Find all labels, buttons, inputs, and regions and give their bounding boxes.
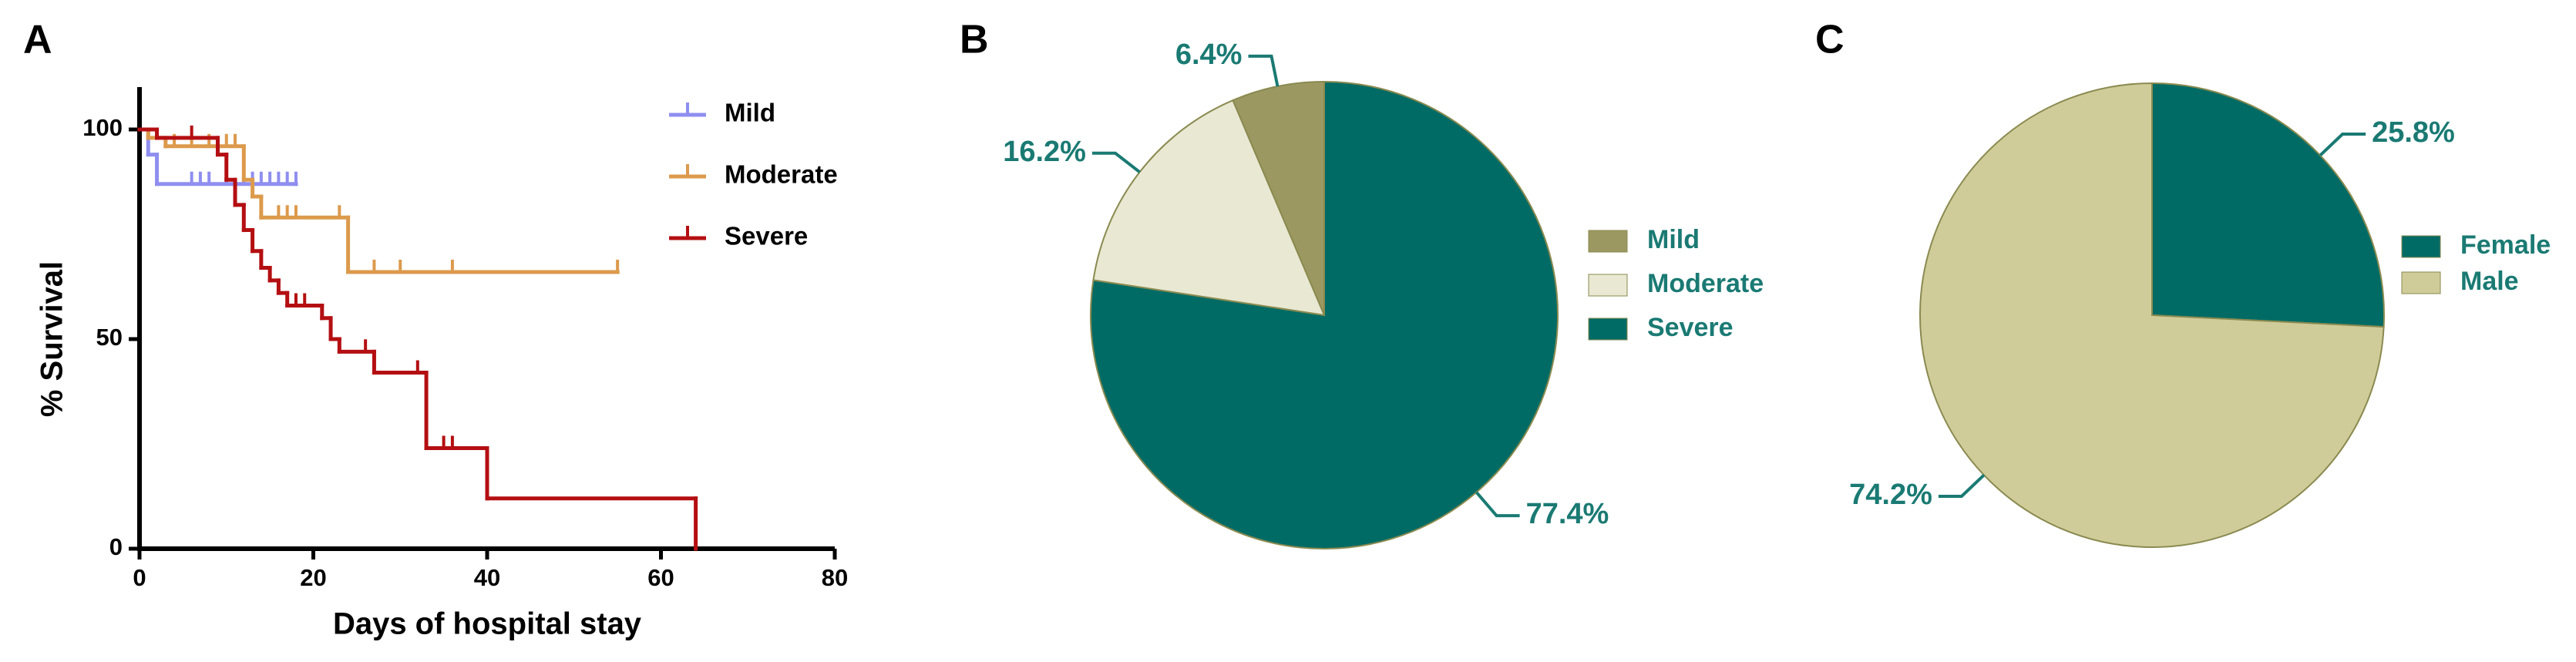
legend-label: Severe	[1647, 313, 1734, 342]
slice-label: 74.2%	[1849, 479, 1932, 511]
pie-slice	[1919, 82, 2385, 548]
legend-label: Mild	[725, 99, 775, 127]
pie-slice	[2151, 82, 2385, 328]
legend-swatch	[1588, 230, 1628, 253]
slice-label: 25.8%	[2372, 116, 2455, 149]
leader-line	[1091, 151, 1141, 173]
y-axis-label: % Survival	[35, 261, 69, 417]
legend-label: Severe	[725, 222, 808, 250]
pie-slice	[1232, 80, 1325, 316]
panel-label: C	[1815, 18, 1845, 62]
slice-label: 6.4%	[1175, 39, 1243, 71]
slice-label: 77.4%	[1526, 498, 1609, 530]
legend-label: Mild	[1647, 225, 1700, 254]
y-tick-label: 50	[96, 324, 123, 351]
x-axis-label: Days of hospital stay	[333, 607, 642, 641]
legend-label: Moderate	[1647, 269, 1764, 298]
x-tick-label: 0	[133, 564, 146, 591]
leader-line	[1248, 54, 1280, 87]
pie-slice	[1092, 99, 1326, 317]
x-tick-label: 80	[822, 564, 848, 591]
legend-swatch	[2401, 271, 2441, 294]
x-tick-label: 60	[647, 564, 674, 591]
y-tick-label: 0	[109, 533, 123, 560]
panel-label: B	[960, 18, 989, 62]
legend-label: Moderate	[725, 160, 838, 189]
slice-label: 16.2%	[1003, 136, 1086, 168]
leader-line	[1475, 491, 1520, 518]
leader-line	[1938, 473, 1986, 498]
x-tick-label: 40	[474, 564, 500, 591]
x-tick-label: 20	[300, 564, 326, 591]
panel-label: A	[23, 18, 52, 62]
leader-line	[2319, 133, 2366, 157]
legend-swatch	[2401, 235, 2441, 258]
legend-swatch	[1588, 318, 1628, 341]
y-tick-label: 100	[82, 114, 123, 141]
legend-label: Male	[2460, 267, 2519, 296]
legend-label: Female	[2460, 230, 2551, 260]
legend-swatch	[1588, 274, 1628, 297]
